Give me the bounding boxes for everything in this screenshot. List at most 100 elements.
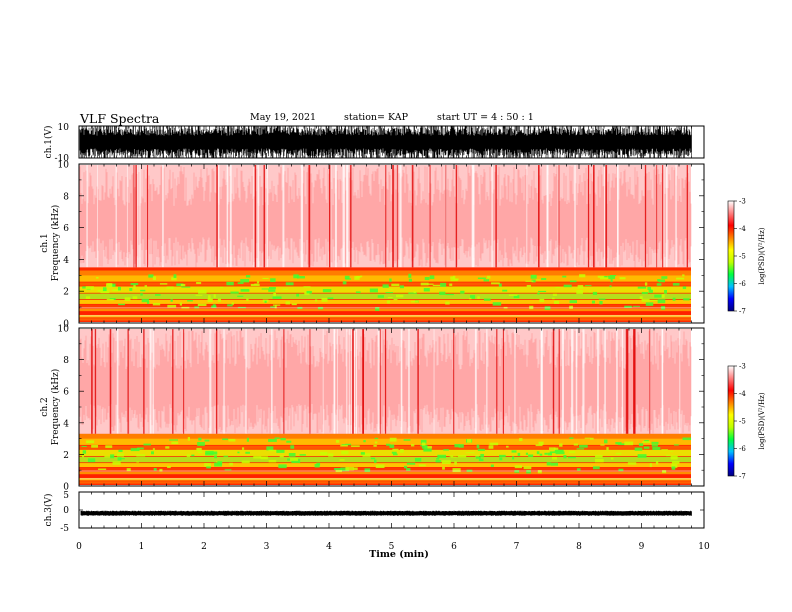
ch1-spec-band-speckle (217, 298, 221, 302)
ch1-spec-band-speckle (152, 302, 161, 306)
ch1-spec-band-speckle (424, 277, 430, 281)
ch2-spec-band-speckle (314, 464, 320, 468)
ch1-spec-band-speckle (180, 284, 186, 287)
ch2-spec-band-speckle (392, 453, 398, 456)
ch2-spec-band-speckle (539, 453, 543, 456)
ch2-spec-ylabel-line1: ch.2 (40, 397, 50, 416)
ch2-spec-band-speckle (615, 452, 622, 455)
ch2-spec-band-speckle (512, 456, 515, 460)
ch1-spec-band-speckle (155, 294, 161, 296)
ch2-spec-band-speckle (579, 444, 588, 448)
ch2-spec-band-speckle (260, 456, 268, 460)
ch1-spec-band-speckle (483, 279, 490, 282)
ch1-colorbar-tick-label: -4 (739, 225, 746, 233)
ch2-spec-band-speckle (627, 462, 637, 465)
ch1-spec-upper-fill (79, 165, 691, 268)
ch1-spec-band-speckle (576, 290, 583, 294)
ch2-spec-band-speckle (81, 453, 85, 458)
ch2-spec-band-speckle (268, 438, 277, 442)
ch2-spec-band-speckle (424, 446, 432, 449)
ch2-spec-band-speckle (259, 456, 266, 458)
ch1-spec-band-speckle (672, 297, 676, 301)
x-tick-label: 4 (326, 542, 332, 552)
ch2-spec-band-speckle (353, 467, 358, 470)
ch2-spec-band-speckle (662, 470, 667, 474)
ch1-spec-band-speckle (513, 295, 520, 299)
x-tick-label: 2 (201, 542, 207, 552)
plot-title: VLF Spectra (80, 111, 160, 126)
ch1-spec-band-speckle (491, 282, 500, 285)
ch2-spec-band-speckle (136, 447, 144, 450)
ch1-spec-band-speckle (538, 290, 547, 292)
ch2-spec-band-speckle (373, 444, 377, 447)
ch1-spec-band-speckle (240, 288, 250, 292)
ch2-spec-band-speckle (334, 468, 343, 471)
ch2-spec-band-speckle (499, 454, 506, 458)
ch2-spec-band-speckle (110, 454, 115, 459)
ch1-spec-band-speckle (508, 294, 518, 296)
ch2-spec-band-speckle (105, 445, 113, 448)
ch2-spec-band-speckle (406, 467, 411, 471)
ch1-spec-band-speckle (664, 289, 667, 294)
ch2-spec-band-speckle (671, 461, 680, 464)
ch1-spec-band-speckle (132, 296, 138, 300)
x-tick-label: 8 (576, 542, 582, 552)
ch1-spec-band-speckle (658, 279, 666, 283)
ch2-spec-band-speckle (478, 458, 484, 462)
ch2-spec-band-speckle (389, 437, 397, 442)
ch1-spec-band-speckle (345, 278, 352, 280)
ch1-spec-band-speckle (327, 297, 334, 300)
ch2-spec-band-speckle (228, 438, 236, 442)
ch1-spec-band-speckle (167, 304, 177, 308)
ch1-spec-band-speckle (429, 275, 435, 280)
ch1-spec-band-speckle (440, 282, 447, 287)
ch2-spec-band-speckle (418, 464, 426, 467)
ch1-spec-band-speckle (124, 297, 131, 302)
ch2-spec-band-speckle (449, 455, 454, 457)
x-axis-label: Time (min) (369, 549, 429, 560)
ch1-spec-band-speckle (97, 289, 102, 292)
ch1-spec-band-speckle (375, 306, 380, 311)
ch2-spec-band-speckle (538, 441, 544, 445)
ch1-spec-band-speckle (530, 274, 537, 279)
ch1-spec-band-speckle (240, 279, 250, 283)
ch1-spec-band-speckle (293, 274, 299, 279)
ch1-spec-band-speckle (389, 278, 392, 282)
ch1-spec-band-speckle (282, 288, 289, 291)
ch1-spec-ytick-label: 6 (63, 224, 69, 234)
ch2-spec-band-speckle (549, 447, 556, 451)
ch2-spec-band-speckle (568, 451, 576, 454)
ch1-spec-band-speckle (369, 288, 378, 293)
ch2-spec-band-speckle (81, 445, 87, 447)
ch1-spec-band-speckle (179, 302, 183, 306)
ch1-spec-ytick-label: 0 (63, 320, 69, 330)
ch2-spec-band-speckle (136, 454, 146, 457)
ch1-spec-band-speckle (299, 276, 305, 279)
ch1-spec-band-speckle (619, 277, 626, 280)
ch2-spec-band-stratum (79, 481, 691, 484)
ch2-spec-band-speckle (435, 460, 441, 463)
ch1-spec-band-speckle (449, 283, 453, 286)
ch2-spec-band-speckle (606, 447, 609, 451)
ch2-spec-band-speckle (454, 444, 460, 448)
ch1-spec-band-speckle (285, 282, 294, 286)
ch2-spec-band-speckle (186, 454, 191, 457)
ch2-spec-band-speckle (670, 450, 673, 452)
ch2-spec-band-speckle (375, 464, 385, 469)
ch2-spec-band-speckle (241, 447, 245, 450)
ch1-spec-band-speckle (498, 283, 502, 287)
ch2-spec-band-stratum (79, 445, 691, 449)
ch2-spec-band-speckle (655, 460, 659, 465)
ch1-spec-ytick-label: 4 (63, 256, 69, 266)
ch1-spec-band-speckle (148, 274, 154, 278)
ch3-waveform-frame (78, 491, 705, 529)
ch2-spec-band-speckle (266, 446, 274, 451)
ch2-spec-band-speckle (594, 458, 604, 463)
ch1-spec-band-speckle (654, 294, 662, 298)
ch2-spec-band-speckle (91, 444, 99, 448)
ch1-spec-band-speckle (569, 305, 573, 309)
date-label: May 19, 2021 (250, 112, 317, 123)
ch1-spec-band-speckle (408, 278, 412, 282)
ch2-spec-band-speckle (489, 442, 499, 446)
ch2-spec-band-speckle (104, 455, 111, 458)
